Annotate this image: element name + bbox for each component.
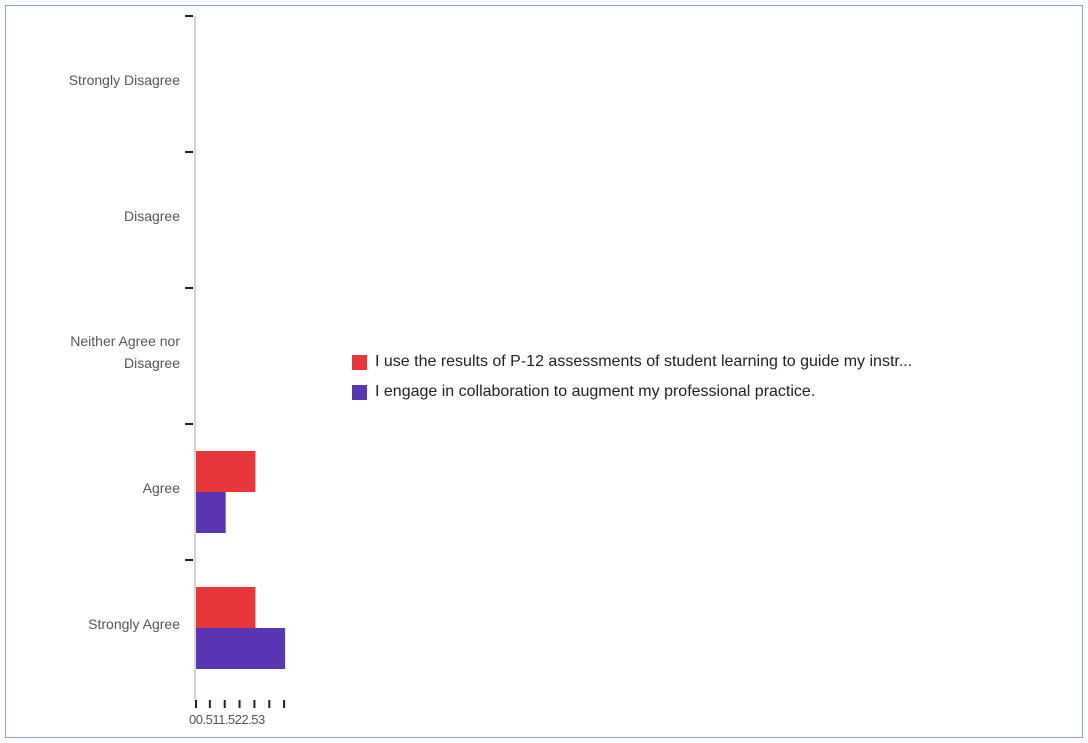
bar-collaboration	[196, 628, 286, 669]
category-label: Strongly Agree	[10, 613, 180, 635]
category-label: Disagree	[10, 205, 180, 227]
bar-collaboration	[196, 492, 226, 533]
legend-label: I use the results of P-12 assessments of…	[375, 353, 913, 370]
bar-chart	[185, 15, 286, 708]
legend-swatch	[352, 384, 367, 400]
x-tick-label: 2.5	[241, 712, 258, 727]
bar-assessments	[196, 451, 256, 492]
x-tick-label-row: 00.511.522.53	[189, 712, 265, 727]
legend-item: I engage in collaboration to augment my …	[352, 377, 1072, 407]
x-tick-label: 0.5	[195, 712, 213, 727]
x-tick-label: 2	[234, 712, 242, 727]
category-label: Strongly Disagree	[10, 69, 180, 91]
x-tick-label: 0	[189, 712, 196, 727]
x-tick-label: 3	[257, 712, 265, 727]
category-label: Neither Agree nor Disagree	[10, 330, 180, 374]
category-label: Agree	[10, 477, 180, 499]
category-label-line: Strongly Disagree	[68, 72, 180, 88]
category-label-line: Disagree	[123, 208, 180, 224]
category-label-line: Disagree	[123, 355, 180, 371]
chart-frame: Strongly Disagree Disagree Neither Agree n…	[5, 5, 1083, 738]
legend: I use the results of P-12 assessments of…	[352, 347, 1072, 407]
category-label-line: Neither Agree nor	[70, 333, 180, 349]
x-tick-label: 1	[212, 712, 219, 727]
legend-label: I engage in collaboration to augment my …	[375, 383, 816, 400]
category-label-line: Agree	[142, 480, 180, 496]
bar-assessments	[196, 587, 256, 628]
category-label-line: Strongly Agree	[88, 616, 180, 632]
legend-swatch	[352, 354, 367, 370]
legend-item: I use the results of P-12 assessments of…	[352, 347, 1072, 377]
x-tick-label: 1.5	[218, 712, 235, 727]
